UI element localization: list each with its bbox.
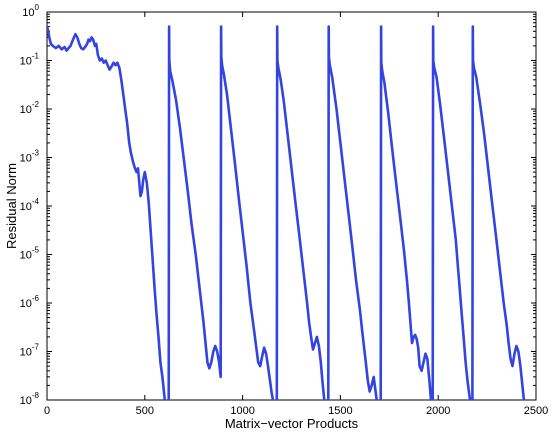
residual-series-line [47,25,526,400]
plot-area: 0 500 1000 1500 2000 2500 10-810-710-610-510-… [20,3,549,417]
x-tick-label: 1000 [230,405,254,417]
y-tick-label: 10-4 [20,197,40,213]
y-tick-label: 10-8 [20,391,40,407]
x-tick-label: 2000 [426,405,450,417]
y-axis-title: Residual Norm [4,163,19,249]
y-tick-label: 10-5 [20,246,40,262]
x-axis-title: Matrix−vector Products [225,416,359,431]
x-tick-label: 500 [136,405,154,417]
y-ticks: 10-8 10-7 10-6 10-5 10-4 10-3 10-2 10-1 100 [20,3,536,407]
y-tick-label: 10-2 [20,100,40,116]
x-tick-label: 2500 [524,405,548,417]
y-tick-label: 100 [22,3,39,19]
x-tick-label: 1500 [328,405,352,417]
x-tick-label: 0 [44,405,50,417]
y-tick-label: 10-6 [20,294,40,310]
y-tick-label: 10-7 [20,343,40,359]
y-tick-label: 10-3 [20,149,40,165]
axes-box [46,11,537,401]
y-tick-label: 10-1 [20,52,40,68]
